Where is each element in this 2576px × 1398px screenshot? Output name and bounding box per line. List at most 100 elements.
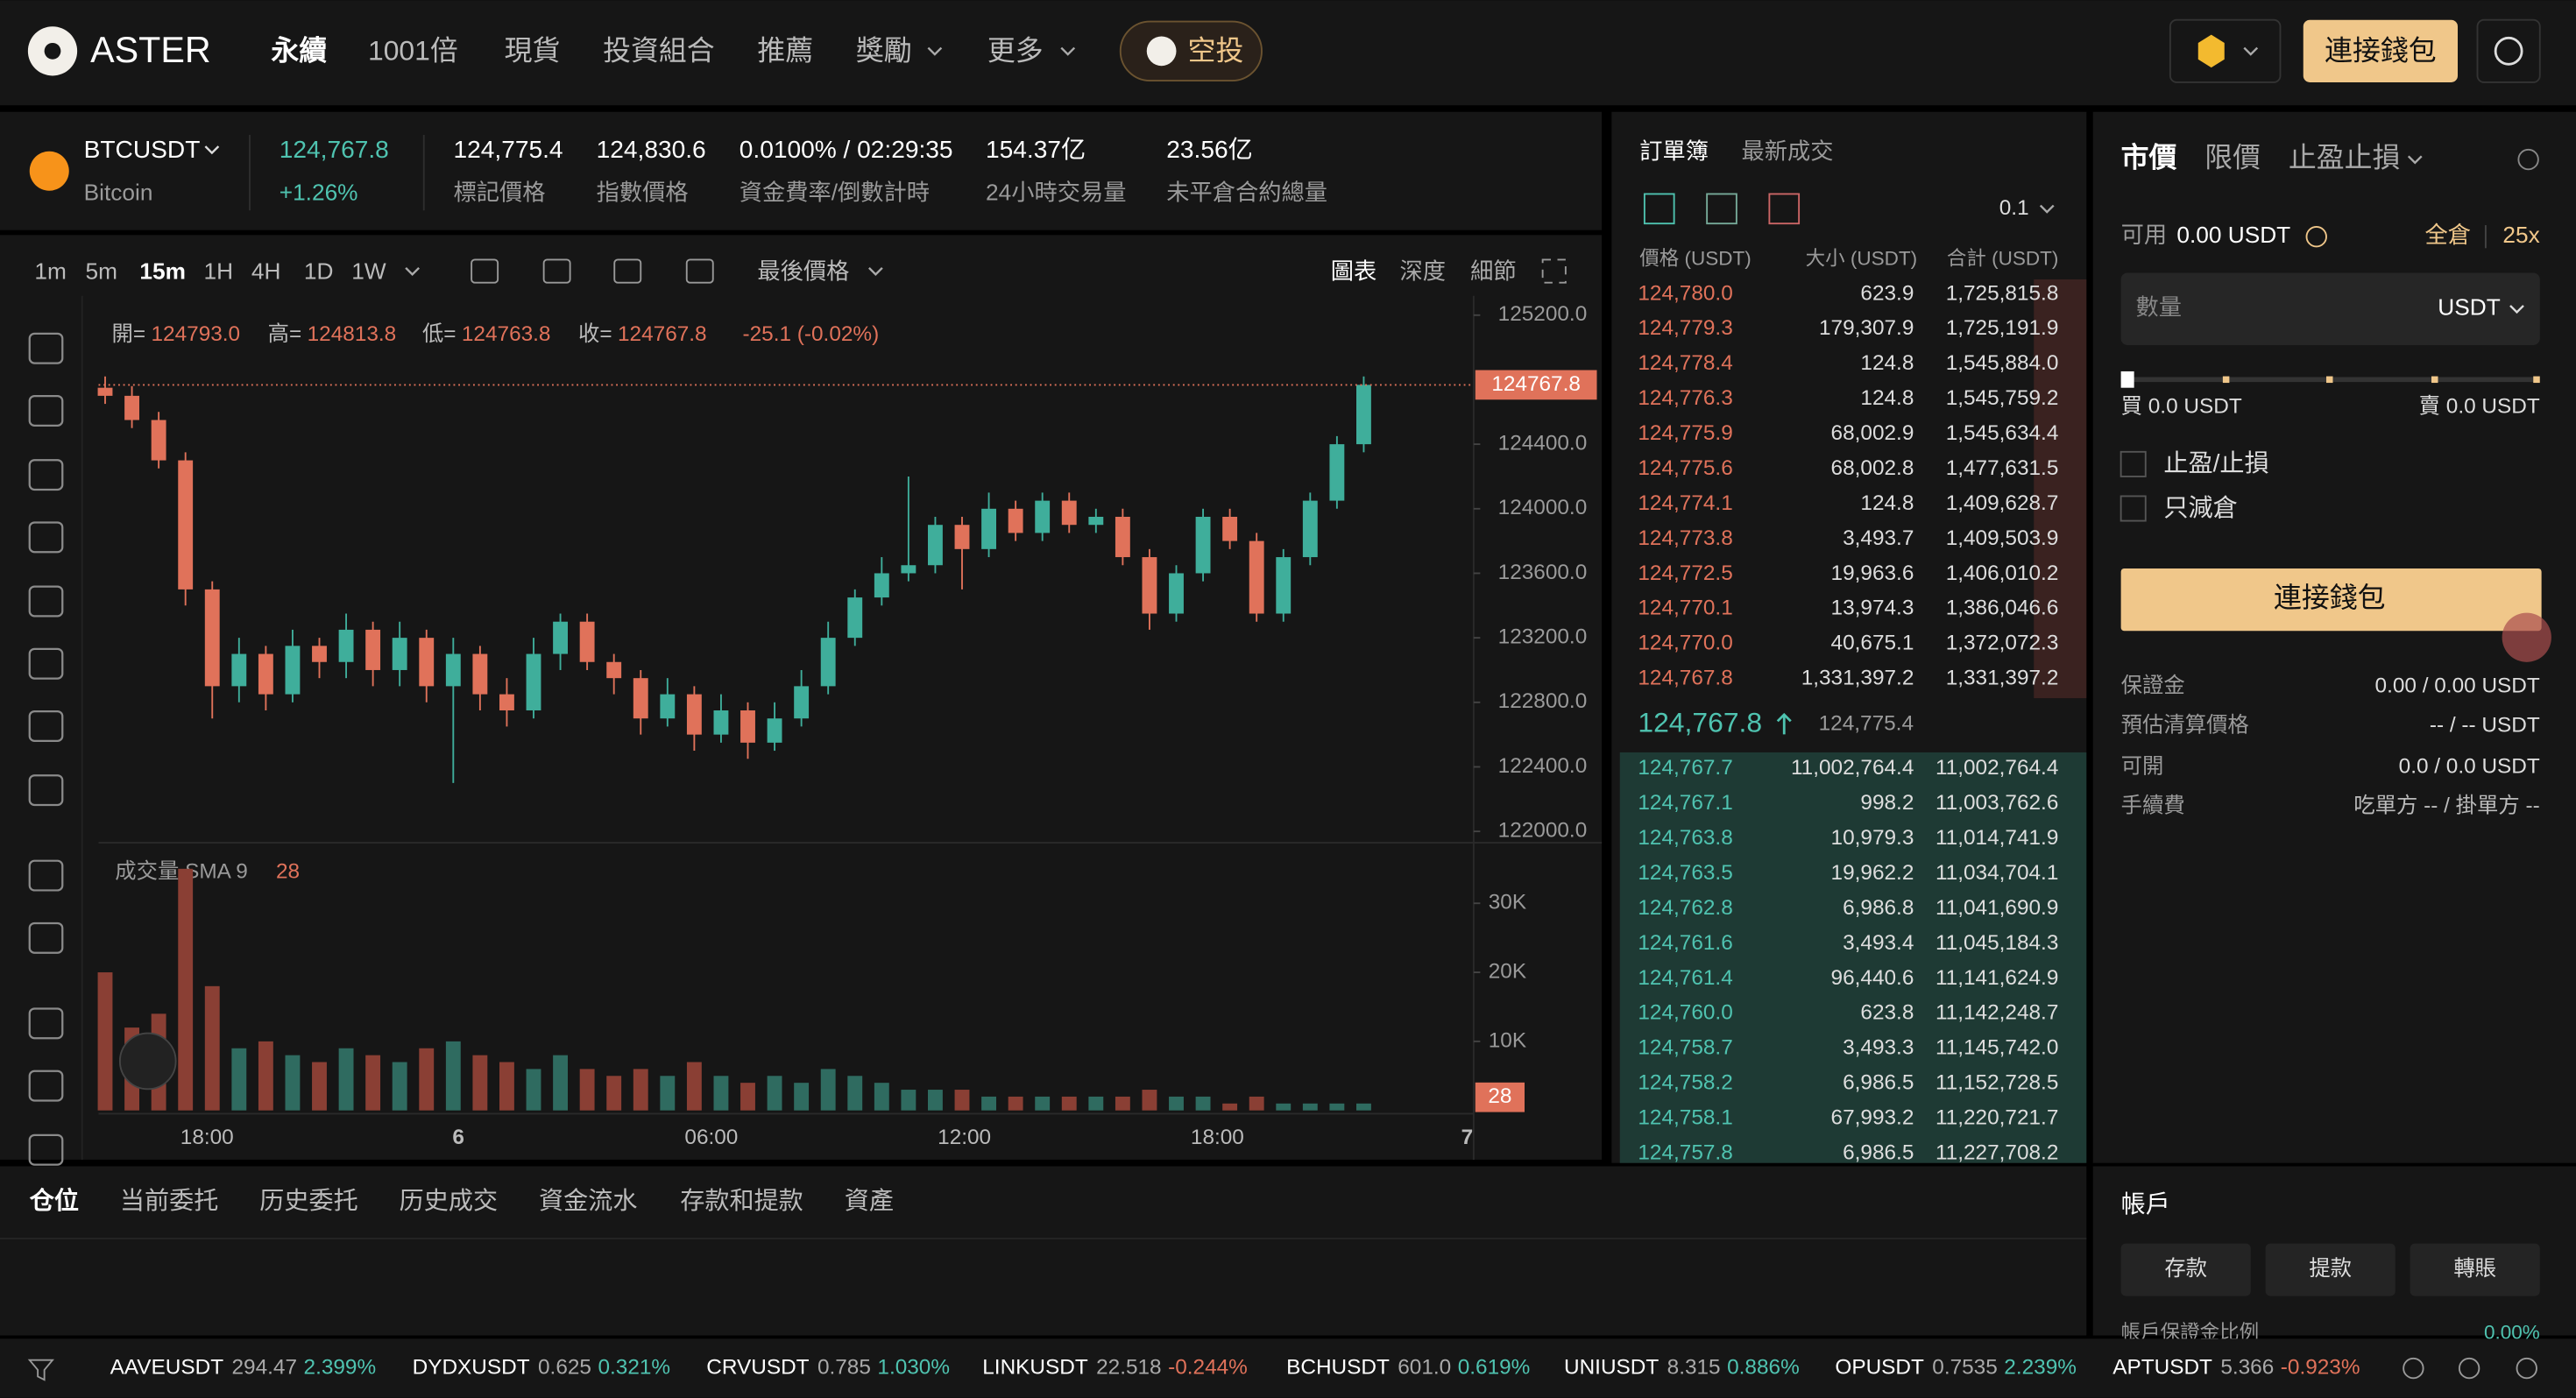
drawing-tool-icon[interactable]	[28, 647, 64, 680]
candle-body	[419, 638, 435, 687]
nav-item[interactable]: 推薦	[757, 35, 813, 67]
drawing-tool-icon[interactable]	[28, 774, 64, 807]
layout-icon[interactable]	[1643, 193, 1675, 225]
size: 11,002,764.4	[1791, 756, 1914, 780]
drawing-tool-icon[interactable]	[28, 921, 64, 954]
connect-label[interactable]: 連接錢包	[2325, 35, 2436, 67]
volume-bar	[981, 1096, 996, 1111]
layout-icon[interactable]	[1706, 193, 1737, 225]
volume-bar	[579, 1069, 595, 1111]
drawing-tool-icon[interactable]	[28, 1007, 64, 1040]
fullscreen-icon[interactable]	[1541, 258, 1567, 284]
price: 124,758.2	[1638, 1071, 1732, 1095]
interval[interactable]: 4H	[251, 258, 281, 284]
label[interactable]: AAVEUSDT	[110, 1356, 224, 1380]
drawing-tool-icon[interactable]	[28, 1133, 64, 1166]
tab[interactable]: 历史委托	[259, 1187, 357, 1214]
airdrop-button[interactable]	[1119, 20, 1263, 82]
nav-item[interactable]: 獎勵	[856, 35, 912, 67]
tab[interactable]: 資產	[845, 1187, 894, 1214]
interval[interactable]: 1W	[351, 258, 386, 284]
view-tab[interactable]: 細節	[1470, 258, 1517, 284]
account-button[interactable]	[2410, 1243, 2540, 1296]
interval[interactable]: 5m	[86, 258, 117, 284]
toolbar-icon[interactable]	[542, 258, 571, 284]
drawing-tool-icon[interactable]	[28, 459, 64, 491]
label[interactable]: 提款	[2309, 1257, 2352, 1281]
interval[interactable]: 1H	[204, 258, 234, 284]
drawing-tool-icon[interactable]	[28, 710, 64, 742]
volume-bar	[312, 1062, 327, 1111]
account-button[interactable]	[2120, 1243, 2251, 1296]
toolbar-icon[interactable]	[685, 258, 714, 284]
label[interactable]: 最新成交	[1742, 138, 1834, 165]
chevron-icon	[1060, 46, 1076, 56]
social-icon[interactable]	[2458, 1357, 2480, 1380]
checkbox[interactable]	[2120, 495, 2147, 522]
label: 止盈/止損	[2163, 449, 2268, 477]
label[interactable]: DYDXUSDT	[413, 1356, 530, 1380]
candle-body	[1222, 517, 1238, 541]
drawing-tool-icon[interactable]	[28, 859, 64, 892]
interval[interactable]: 1D	[304, 258, 334, 284]
label[interactable]: APTUSDT	[2112, 1356, 2212, 1380]
label[interactable]: LINKUSDT	[982, 1356, 1088, 1380]
connect-button[interactable]	[2303, 19, 2458, 82]
layout-icon[interactable]	[1768, 193, 1801, 225]
label[interactable]: 連接錢包	[2274, 582, 2385, 613]
nav-item[interactable]: 現貨	[505, 35, 561, 67]
tab[interactable]: 資金流水	[539, 1187, 637, 1214]
drawing-tool-icon[interactable]	[28, 332, 64, 364]
label[interactable]: 全倉	[2425, 222, 2472, 248]
settings-button[interactable]	[2476, 18, 2541, 83]
float-icon[interactable]	[2502, 612, 2551, 662]
label: 可開	[2121, 754, 2164, 778]
label[interactable]: 25x	[2502, 222, 2539, 248]
tab[interactable]: 仓位	[30, 1186, 79, 1214]
connect-button[interactable]	[2120, 568, 2542, 632]
drawing-tool-icon[interactable]	[28, 585, 64, 618]
filter-icon[interactable]	[27, 1359, 55, 1381]
label[interactable]: 存款	[2164, 1257, 2207, 1281]
social-icon[interactable]	[2403, 1357, 2424, 1380]
toolbar-icon[interactable]	[613, 258, 642, 284]
tab[interactable]: 历史成交	[400, 1187, 498, 1214]
view-tab[interactable]: 深度	[1400, 258, 1447, 284]
label[interactable]: UNIUSDT	[1564, 1356, 1659, 1380]
interval[interactable]: 1m	[34, 258, 66, 284]
drawing-tool-icon[interactable]	[28, 1070, 64, 1102]
candle-body	[794, 686, 810, 719]
toolbar-icon[interactable]	[471, 258, 499, 284]
nav-item[interactable]: 投資組合	[603, 35, 714, 67]
drawing-tool-icon[interactable]	[28, 394, 64, 427]
y-tick-label: 122000.0	[1498, 819, 1588, 843]
drawing-tool-icon[interactable]	[28, 521, 64, 554]
tab[interactable]: 当前委托	[120, 1187, 218, 1214]
slider-thumb[interactable]	[2120, 371, 2134, 388]
label[interactable]: 市價	[2121, 141, 2177, 173]
tab[interactable]: 存款和提款	[680, 1187, 803, 1214]
label[interactable]: CRVUSDT	[706, 1356, 809, 1380]
chain-select[interactable]	[2169, 18, 2282, 83]
interval[interactable]: 15m	[139, 258, 186, 284]
label[interactable]: 訂單簿	[1639, 138, 1709, 165]
label: 只減倉	[2163, 494, 2237, 521]
label[interactable]: 轉賬	[2453, 1257, 2496, 1281]
checkbox[interactable]	[2120, 450, 2147, 477]
label: 賣 0.0 USDT	[2419, 395, 2540, 419]
label[interactable]: BCHUSDT	[1286, 1356, 1390, 1380]
nav-item[interactable]: 更多	[987, 35, 1044, 67]
nav-item[interactable]: 永續	[271, 35, 327, 67]
nav-item[interactable]: 1001倍	[368, 35, 458, 67]
label[interactable]: 限價	[2204, 141, 2261, 173]
label[interactable]: OPUSDT	[1835, 1356, 1924, 1380]
label: 0.00 USDT	[2176, 222, 2290, 248]
view-tab[interactable]: 圖表	[1331, 258, 1377, 284]
label[interactable]: 最後價格	[757, 258, 849, 284]
qty-input[interactable]	[2120, 272, 2540, 345]
account-button[interactable]	[2265, 1243, 2396, 1296]
social-icon[interactable]	[2516, 1357, 2537, 1380]
label[interactable]: 止盈止損	[2289, 141, 2400, 173]
label: -- / -- USDT	[2430, 713, 2540, 737]
airdrop-label[interactable]: 空投	[1188, 35, 1244, 67]
